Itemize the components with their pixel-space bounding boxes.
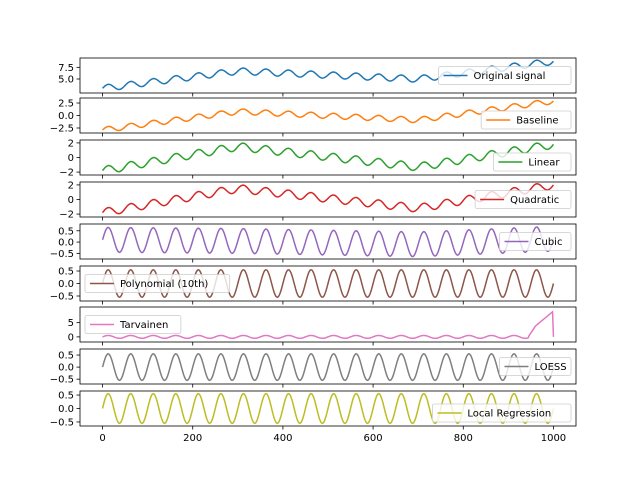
- x-tick-label: 800: [454, 433, 473, 444]
- y-tick-label: 0.0: [58, 404, 74, 415]
- legend-box: [84, 315, 182, 334]
- legend-label: Linear: [528, 158, 560, 169]
- legend-box: [492, 152, 572, 172]
- panel-4: −2 0 2 Quadratic: [59, 180, 577, 221]
- legend-label: Cubic: [535, 237, 563, 248]
- legend-label: Baseline: [516, 116, 558, 127]
- series-line-6: [101, 268, 555, 299]
- series-line-5: [101, 226, 555, 258]
- legend-1: Original signal: [438, 66, 572, 85]
- legend-box: [474, 190, 572, 209]
- y-tick-label: 0: [68, 332, 74, 343]
- panel-3: −2 0 2 Linear: [59, 138, 577, 179]
- y-tick-label: −2: [59, 168, 74, 179]
- x-tick-label: 600: [364, 433, 383, 444]
- legend-label: Tarvainen: [119, 320, 168, 331]
- y-tick-label: 0.5: [58, 391, 74, 402]
- y-tick-label: 0.5: [58, 267, 74, 278]
- y-tick-label: 0.5: [58, 351, 74, 362]
- y-tick-label: 2: [68, 138, 74, 149]
- series-line-7: [102, 310, 555, 340]
- legend-9: Local Regression: [431, 403, 572, 423]
- legend-label: Quadratic: [510, 195, 559, 206]
- axes-frame-1: [79, 57, 577, 94]
- axes-frame-8: [79, 348, 577, 385]
- legend-label: Local Regression: [467, 409, 551, 420]
- y-tick-label: −2.5: [50, 124, 74, 135]
- series-line-2: [102, 99, 554, 132]
- legend-label: Original signal: [474, 71, 546, 82]
- y-tick-label: 0: [68, 195, 74, 206]
- y-tick-label: 2.5: [58, 99, 74, 110]
- legend-box: [499, 232, 572, 251]
- legend-box: [499, 357, 572, 376]
- y-tick-label: 0.0: [58, 238, 74, 249]
- y-tick-label: −0.5: [50, 417, 74, 428]
- x-tick-label: 1000: [541, 433, 566, 444]
- legend-box: [438, 66, 572, 85]
- y-tick-label: 0.0: [58, 111, 74, 122]
- legend-2: Baseline: [480, 110, 572, 130]
- y-tick-label: 0.0: [58, 363, 74, 374]
- y-tick-label: 5.0: [58, 75, 74, 86]
- panel-1: 5.07.5 Original signal: [58, 57, 577, 97]
- y-tick-label: 0.0: [58, 279, 74, 290]
- y-tick-label: 0: [68, 153, 74, 164]
- panel-5: −0.50.00.5 Cubic: [50, 223, 577, 263]
- legend-6: Polynomial (10th): [84, 274, 231, 293]
- legend-4: Quadratic: [474, 190, 572, 209]
- series-line-3: [101, 142, 555, 173]
- y-tick-label: −2: [59, 210, 74, 221]
- legend-label: LOESS: [535, 362, 567, 373]
- legend-3: Linear: [492, 152, 572, 172]
- panel-6: −0.5 0.00.5 Polynomial (10th): [50, 265, 577, 305]
- y-tick-label: −0.5: [50, 375, 74, 386]
- legend-5: Cubic: [499, 232, 572, 251]
- x-tick-label: 400: [273, 433, 292, 444]
- panel-7: 0 5 Tarvainen: [68, 306, 577, 346]
- legend-label: Polynomial (10th): [120, 279, 208, 290]
- x-tick-label: 200: [183, 433, 202, 444]
- y-tick-label: 0.5: [58, 226, 74, 237]
- legend-box: [84, 274, 231, 293]
- y-tick-label: 2: [68, 180, 74, 191]
- legend-box: [480, 110, 572, 130]
- y-tick-label: 5: [68, 318, 74, 329]
- axes-frame-5: [79, 223, 577, 260]
- axes-frame-7: [79, 306, 577, 343]
- panel-8: −0.50.00.5 LOESS: [50, 348, 577, 388]
- x-tick-label: 0: [99, 433, 105, 444]
- legend-7: Tarvainen: [84, 315, 182, 334]
- y-tick-label: 7.5: [58, 63, 74, 74]
- legend-box: [431, 403, 572, 423]
- y-tick-label: −0.5: [50, 249, 74, 260]
- legend-8: LOESS: [499, 357, 572, 376]
- series-line-8: [101, 353, 555, 382]
- panel-2: −2.5 0.02.5 Baseline: [50, 97, 577, 137]
- y-tick-label: −0.5: [50, 292, 74, 303]
- panel-9: −0.5 0.0 0.5 0 200 400 600 800 1000 Local Regress…: [50, 391, 577, 444]
